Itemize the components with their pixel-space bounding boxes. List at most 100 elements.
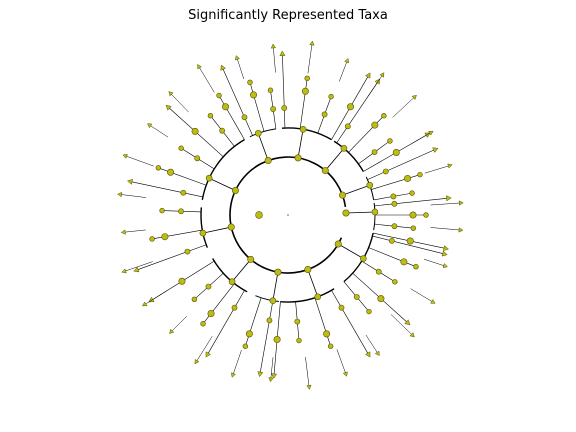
clade-node (392, 279, 398, 285)
clade-node (323, 330, 331, 338)
leaf-tip (442, 263, 448, 268)
branch-line (125, 155, 154, 167)
clade-node (366, 308, 372, 315)
clade-node (413, 263, 419, 270)
clade-node (382, 168, 389, 175)
leaf-tip (409, 332, 415, 338)
branch-line (297, 129, 304, 158)
clade-node (360, 255, 367, 262)
clade-node (207, 310, 215, 318)
branch-line (231, 259, 252, 282)
clade-node (207, 113, 214, 119)
clade-node (231, 186, 239, 194)
leaf-tip (411, 94, 417, 101)
clade-node (388, 237, 395, 244)
branch-line (307, 43, 313, 74)
clade-node (299, 126, 307, 133)
clade-node (371, 149, 378, 156)
clade-node (371, 208, 379, 216)
leaf-tip (458, 227, 464, 233)
branch-line (202, 283, 235, 324)
clade-node (334, 240, 342, 248)
clade-node (344, 123, 351, 130)
leaf-tip (168, 91, 174, 97)
clade-node (391, 223, 398, 230)
branch-line (410, 288, 433, 303)
branch-line (331, 290, 369, 355)
leaf-tip (133, 266, 140, 273)
clade-node (200, 321, 206, 327)
branch-line (198, 66, 215, 93)
leaf-tip (458, 200, 464, 206)
clade-node (294, 154, 302, 162)
branch-line (372, 235, 445, 255)
clade-node (381, 113, 387, 119)
clade-node (241, 114, 248, 121)
branch-line (259, 300, 274, 374)
clade-node (254, 129, 262, 137)
branch-line (222, 67, 253, 136)
clade-node (184, 248, 191, 255)
clade-node (178, 277, 186, 285)
clade-node (417, 171, 423, 178)
clade-node (366, 181, 374, 189)
branch-line (202, 226, 232, 234)
clade-node (409, 211, 417, 219)
clade-node (328, 93, 334, 100)
clade-arc (255, 295, 279, 303)
branch-line (273, 46, 276, 73)
clade-node (342, 209, 350, 217)
branch-line (196, 336, 213, 362)
clade-node (149, 236, 155, 242)
branch-line (149, 124, 169, 138)
clade-node (391, 200, 398, 207)
branch-line (411, 132, 432, 144)
branch-line (171, 315, 188, 332)
clade-node (178, 145, 184, 151)
clade-node (199, 229, 207, 237)
clade-node (227, 223, 235, 231)
branch-line (339, 60, 348, 82)
clade-node (321, 111, 328, 118)
branch-line (245, 297, 262, 347)
clade-node (191, 296, 198, 303)
branch-line (270, 357, 274, 380)
leaf-tip (126, 178, 133, 185)
clade-node (266, 317, 273, 324)
root-node (287, 214, 289, 216)
clade-node (167, 168, 175, 176)
branch-line (368, 247, 417, 267)
figure-title: Significantly Represented Taxa (188, 8, 388, 23)
branch-line (152, 229, 203, 240)
clade-node (270, 106, 277, 112)
branch-line (123, 229, 146, 233)
clade-node (387, 138, 393, 144)
leaf-tip (146, 123, 153, 129)
branch-line (367, 74, 383, 97)
clade-node (247, 79, 253, 86)
clade-node (339, 191, 347, 199)
branch-line (374, 197, 449, 207)
leaf-tip (443, 245, 450, 252)
branch-line (424, 165, 450, 174)
leaf-tip (279, 50, 286, 57)
clade-node (340, 145, 348, 152)
branch-line (336, 349, 347, 374)
leaf-tip (309, 40, 315, 46)
clade-node (371, 121, 379, 129)
clade-node (346, 103, 354, 111)
branch-line (299, 78, 308, 129)
branch-line (136, 244, 207, 271)
branch-line (345, 211, 375, 214)
clade-node (255, 211, 263, 219)
clade-node (390, 193, 397, 200)
branch-line (207, 290, 245, 355)
branch-line (371, 174, 421, 190)
clade-node (159, 207, 165, 214)
clade-node (301, 87, 309, 95)
branch-line (305, 356, 310, 387)
clade-node (304, 75, 310, 82)
branch-line (392, 96, 415, 118)
clade-node (219, 127, 226, 134)
